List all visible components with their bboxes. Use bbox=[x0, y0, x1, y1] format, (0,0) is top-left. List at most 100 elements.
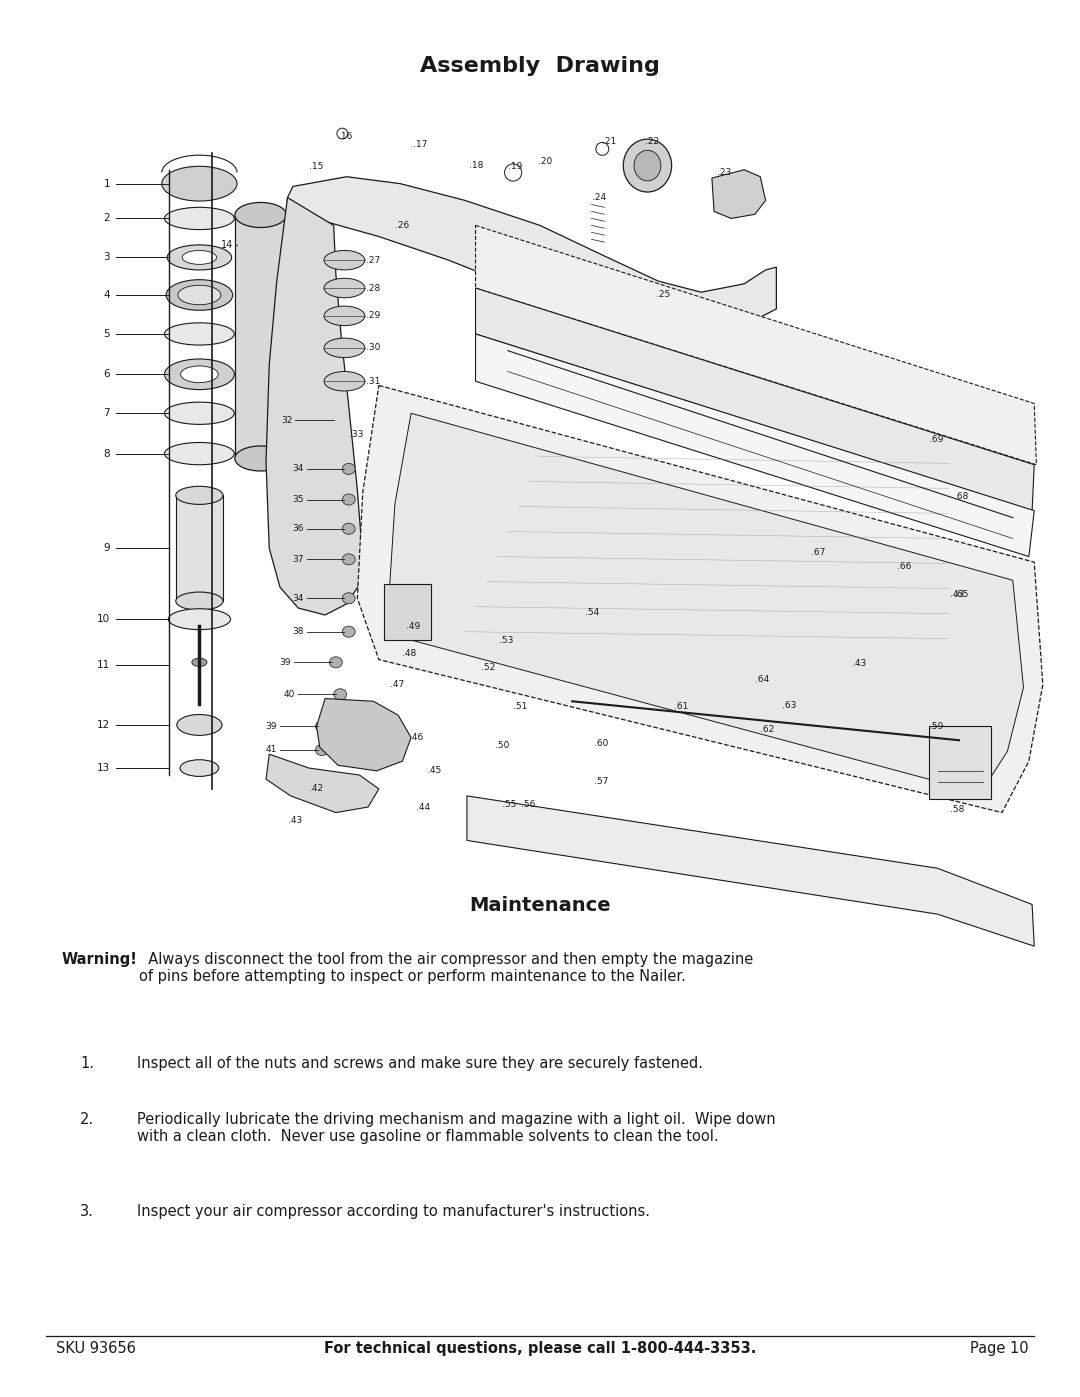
Text: 39: 39 bbox=[280, 658, 291, 666]
Text: 1: 1 bbox=[104, 179, 110, 189]
Text: .44: .44 bbox=[417, 802, 431, 812]
Text: .56: .56 bbox=[521, 799, 535, 809]
Ellipse shape bbox=[342, 464, 355, 475]
Text: .64: .64 bbox=[755, 675, 769, 683]
Text: .33: .33 bbox=[349, 430, 363, 439]
Text: .57: .57 bbox=[594, 778, 608, 787]
Text: .60: .60 bbox=[594, 739, 608, 747]
Text: .43: .43 bbox=[287, 816, 301, 826]
Text: SKU 93656: SKU 93656 bbox=[56, 1341, 136, 1356]
Text: .23: .23 bbox=[717, 168, 731, 177]
Text: .27: .27 bbox=[366, 256, 380, 264]
Text: 37: 37 bbox=[292, 555, 303, 564]
Bar bbox=[929, 726, 991, 799]
Text: .51: .51 bbox=[513, 703, 527, 711]
Ellipse shape bbox=[183, 250, 217, 264]
Ellipse shape bbox=[180, 366, 218, 383]
Ellipse shape bbox=[177, 714, 222, 735]
Text: 14: 14 bbox=[220, 240, 232, 250]
Text: 11: 11 bbox=[97, 661, 110, 671]
Ellipse shape bbox=[176, 592, 224, 610]
Text: 35: 35 bbox=[292, 495, 303, 504]
Ellipse shape bbox=[324, 278, 365, 298]
Ellipse shape bbox=[178, 285, 221, 305]
Text: 32: 32 bbox=[282, 416, 293, 425]
Text: .28: .28 bbox=[366, 284, 380, 292]
Text: .62: .62 bbox=[760, 725, 774, 733]
Ellipse shape bbox=[176, 486, 224, 504]
Text: .17: .17 bbox=[414, 140, 428, 149]
Ellipse shape bbox=[168, 609, 230, 630]
Ellipse shape bbox=[342, 592, 355, 604]
Text: 7: 7 bbox=[104, 408, 110, 418]
Polygon shape bbox=[390, 414, 1024, 793]
Text: .61: .61 bbox=[674, 703, 689, 711]
Text: .20: .20 bbox=[538, 156, 552, 166]
Text: 2.: 2. bbox=[80, 1112, 94, 1127]
Polygon shape bbox=[316, 698, 411, 771]
Text: 10: 10 bbox=[97, 615, 110, 624]
Polygon shape bbox=[475, 334, 1035, 556]
Ellipse shape bbox=[623, 140, 672, 191]
Text: 1.: 1. bbox=[80, 1056, 94, 1071]
Ellipse shape bbox=[192, 658, 207, 666]
Text: .65: .65 bbox=[954, 590, 968, 599]
Polygon shape bbox=[287, 176, 777, 337]
Text: 36: 36 bbox=[292, 524, 303, 534]
Ellipse shape bbox=[329, 657, 342, 668]
Ellipse shape bbox=[324, 250, 365, 270]
Ellipse shape bbox=[634, 151, 661, 180]
Bar bbox=[384, 584, 432, 640]
Text: .53: .53 bbox=[499, 636, 514, 644]
Text: .25: .25 bbox=[656, 291, 671, 299]
Text: 2: 2 bbox=[104, 214, 110, 224]
Ellipse shape bbox=[315, 745, 328, 756]
Text: .69: .69 bbox=[929, 436, 943, 444]
Text: .46: .46 bbox=[409, 733, 423, 742]
Ellipse shape bbox=[334, 689, 347, 700]
Text: .66: .66 bbox=[896, 562, 912, 571]
Polygon shape bbox=[712, 170, 766, 218]
Ellipse shape bbox=[342, 524, 355, 534]
Text: .50: .50 bbox=[495, 742, 510, 750]
Ellipse shape bbox=[166, 279, 232, 310]
Ellipse shape bbox=[342, 626, 355, 637]
Ellipse shape bbox=[167, 244, 231, 270]
Ellipse shape bbox=[164, 359, 234, 390]
Ellipse shape bbox=[164, 207, 234, 229]
Polygon shape bbox=[266, 754, 379, 813]
Ellipse shape bbox=[324, 338, 365, 358]
Text: Inspect all of the nuts and screws and make sure they are securely fastened.: Inspect all of the nuts and screws and m… bbox=[137, 1056, 703, 1071]
Ellipse shape bbox=[180, 760, 219, 777]
Text: Warning!: Warning! bbox=[62, 951, 138, 967]
Ellipse shape bbox=[234, 203, 286, 228]
Text: For technical questions, please call 1-800-444-3353.: For technical questions, please call 1-8… bbox=[324, 1341, 756, 1356]
Text: .30: .30 bbox=[366, 344, 380, 352]
Text: 34: 34 bbox=[293, 464, 303, 474]
Polygon shape bbox=[475, 288, 1035, 511]
Polygon shape bbox=[467, 796, 1035, 946]
Text: 5: 5 bbox=[104, 328, 110, 339]
Text: 3.: 3. bbox=[80, 1204, 94, 1218]
Text: 41: 41 bbox=[266, 746, 276, 754]
Polygon shape bbox=[357, 386, 1043, 813]
Text: 40: 40 bbox=[284, 690, 295, 698]
Text: .48: .48 bbox=[403, 650, 417, 658]
Ellipse shape bbox=[324, 306, 365, 326]
Text: .31: .31 bbox=[366, 377, 380, 386]
Text: .42: .42 bbox=[309, 785, 323, 793]
Text: Inspect your air compressor according to manufacturer's instructions.: Inspect your air compressor according to… bbox=[137, 1204, 650, 1218]
Text: 38: 38 bbox=[292, 627, 303, 636]
Text: .43: .43 bbox=[950, 590, 964, 599]
Text: .29: .29 bbox=[366, 312, 380, 320]
Text: 39: 39 bbox=[266, 722, 276, 731]
Ellipse shape bbox=[164, 443, 234, 465]
Text: 6: 6 bbox=[104, 369, 110, 380]
Text: Maintenance: Maintenance bbox=[469, 895, 611, 915]
Text: .68: .68 bbox=[954, 492, 968, 502]
Text: .47: .47 bbox=[390, 680, 404, 689]
Text: .21: .21 bbox=[603, 137, 617, 147]
Text: .15: .15 bbox=[309, 162, 323, 172]
Text: 3: 3 bbox=[104, 253, 110, 263]
Polygon shape bbox=[475, 225, 1037, 465]
